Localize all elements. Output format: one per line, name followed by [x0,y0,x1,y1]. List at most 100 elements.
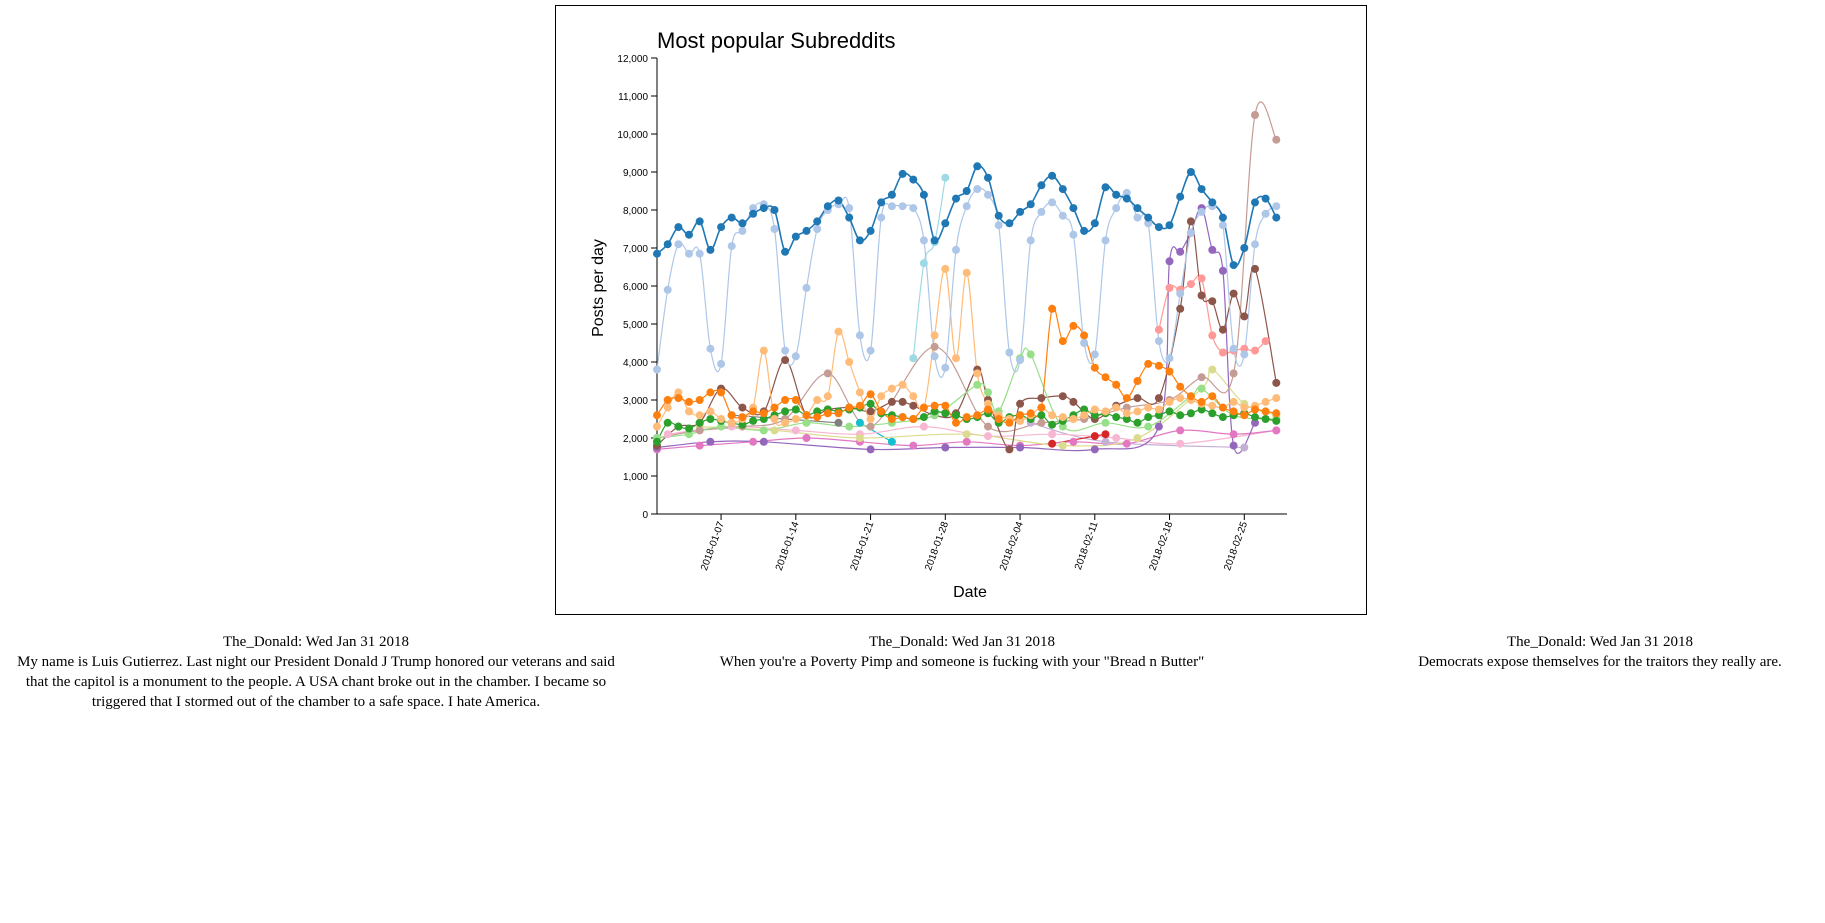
data-point [1197,373,1206,382]
data-point [1005,445,1014,454]
post-title: The_Donald: Wed Jan 31 2018 [223,634,409,650]
data-point [866,422,875,431]
y-tick-label: 0 [642,510,648,521]
data-point [1026,236,1035,245]
data-point [1090,350,1099,359]
data-point [973,411,982,420]
data-point [909,392,918,401]
data-point [845,213,854,222]
data-point [930,331,939,340]
data-point [887,397,896,406]
data-point [674,240,683,249]
series-lines [656,101,1278,454]
data-point [1186,217,1195,226]
data-point [855,388,864,397]
data-point [1016,399,1025,408]
x-tick-label: 2018-01-28 [923,520,951,572]
data-point [653,422,661,431]
data-point [706,245,715,254]
data-point [962,202,971,211]
post-body: When you're a Poverty Pimp and someone i… [719,654,1205,670]
series-line [699,368,1277,447]
data-point [685,230,693,239]
data-point [984,405,992,414]
data-point [941,264,950,273]
x-axis-label: Date [953,584,987,601]
data-point [1261,337,1270,346]
data-point [1176,304,1185,313]
data-point [802,411,811,420]
data-point [1005,348,1014,357]
y-tick-label: 2,000 [623,434,648,445]
data-point [823,202,832,211]
data-point [866,226,875,235]
data-point [1037,418,1046,427]
data-point [1154,394,1163,403]
data-point [791,396,800,404]
data-point [738,226,747,235]
data-point [1176,426,1185,435]
data-point [759,409,768,418]
data-point [952,245,960,254]
data-point [962,437,971,446]
data-point [759,346,768,355]
data-point [1144,413,1153,422]
data-point [1133,394,1142,403]
data-point [663,285,672,294]
data-point [1112,403,1121,412]
data-point [813,217,822,226]
data-point [727,418,736,427]
data-point [770,403,779,412]
data-point [1122,188,1131,197]
data-point [1261,194,1270,203]
data-point [845,358,854,366]
data-point [909,354,918,363]
y-tick-label: 12,000 [617,54,648,65]
data-point [855,401,864,410]
data-point [1101,437,1110,446]
data-point [749,407,758,416]
x-tick-label: 2018-01-14 [774,520,802,572]
data-point [834,327,843,336]
data-point [898,169,907,178]
x-tick-label: 2018-02-04 [998,520,1026,572]
data-point [1197,185,1206,194]
series-line [656,207,1256,454]
data-point [663,396,672,404]
data-point [994,415,1003,423]
data-point [1251,240,1259,249]
data-point [1240,443,1249,452]
data-point [887,384,896,393]
data-point [1154,223,1163,232]
data-point [1069,230,1078,239]
data-point [930,401,939,410]
data-point [1176,247,1185,256]
data-point [1048,171,1057,180]
data-point [930,236,939,245]
data-point [1122,415,1131,423]
data-point [941,219,950,228]
data-point [887,437,896,446]
post-body: My name is Luis Gutierrez. Last night ou… [17,654,615,710]
data-point [1154,405,1163,414]
data-point [695,418,704,427]
data-point [1251,264,1259,273]
data-point [1112,204,1121,213]
data-point [770,225,779,233]
post-body: Democrats expose themselves for the trai… [1418,654,1782,670]
data-point [1069,321,1078,330]
data-point [738,413,747,422]
data-point [663,418,672,427]
data-point [1165,407,1174,416]
data-point [1251,111,1259,119]
data-point [770,206,779,214]
data-point [984,422,992,431]
data-point [1058,413,1067,422]
data-point [749,204,758,213]
data-point [802,434,811,442]
data-point [1197,384,1206,393]
data-point [1272,213,1281,222]
data-point [1218,213,1227,222]
data-point [1069,415,1078,423]
data-point [834,196,843,205]
